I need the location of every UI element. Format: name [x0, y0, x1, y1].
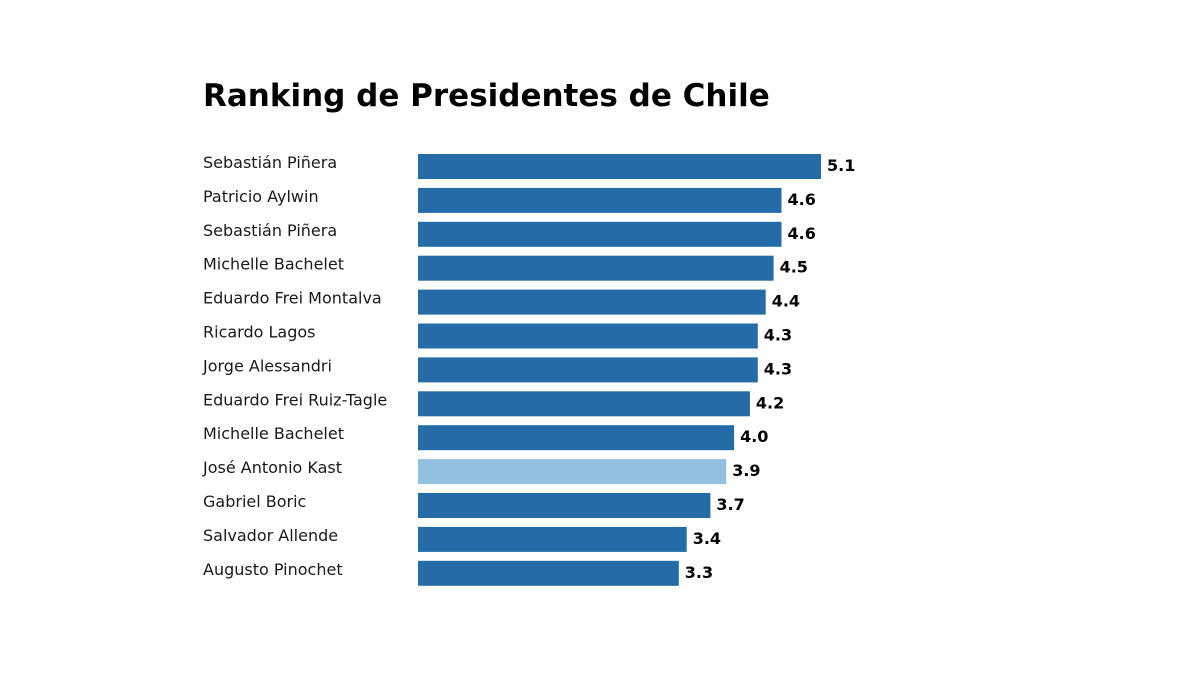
category-label: Michelle Bachelet [203, 424, 344, 443]
bar [418, 425, 735, 451]
bar [418, 154, 821, 179]
bar [418, 323, 758, 349]
category-label: Sebastián Piñera [203, 153, 337, 172]
value-label: 3.4 [693, 529, 721, 548]
bar [418, 526, 687, 552]
category-label: Jorge Alessandri [202, 356, 332, 375]
bar [418, 255, 774, 281]
bar [418, 560, 679, 586]
category-label: Augusto Pinochet [203, 560, 343, 579]
bar [418, 289, 766, 315]
value-label: 4.5 [780, 258, 808, 277]
value-label: 3.3 [685, 563, 713, 582]
chart-title: Ranking de Presidentes de Chile [203, 78, 770, 114]
value-label: 4.3 [764, 359, 792, 378]
bar [418, 493, 711, 518]
category-label: Eduardo Frei Ruiz-Tagle [203, 390, 387, 409]
value-label: 4.6 [788, 190, 816, 209]
category-label: Eduardo Frei Montalva [203, 289, 382, 308]
bar-highlighted [418, 459, 727, 485]
value-label: 3.9 [732, 461, 760, 480]
value-label: 4.4 [772, 292, 800, 311]
bar [418, 391, 750, 417]
category-label: Patricio Aylwin [203, 187, 319, 206]
bar [418, 221, 782, 247]
value-label: 3.7 [716, 495, 744, 514]
value-label: 4.0 [740, 427, 768, 446]
value-label: 4.6 [788, 224, 816, 243]
value-label: 5.1 [827, 156, 855, 175]
category-label: Sebastián Piñera [203, 221, 337, 240]
category-label: Michelle Bachelet [203, 255, 344, 274]
category-label: Gabriel Boric [203, 492, 306, 511]
bar [418, 187, 782, 213]
value-label: 4.3 [764, 326, 792, 345]
category-label: Salvador Allende [203, 526, 338, 545]
category-label: José Antonio Kast [202, 458, 342, 477]
value-label: 4.2 [756, 393, 784, 412]
bar [418, 357, 758, 383]
category-label: Ricardo Lagos [203, 323, 316, 342]
